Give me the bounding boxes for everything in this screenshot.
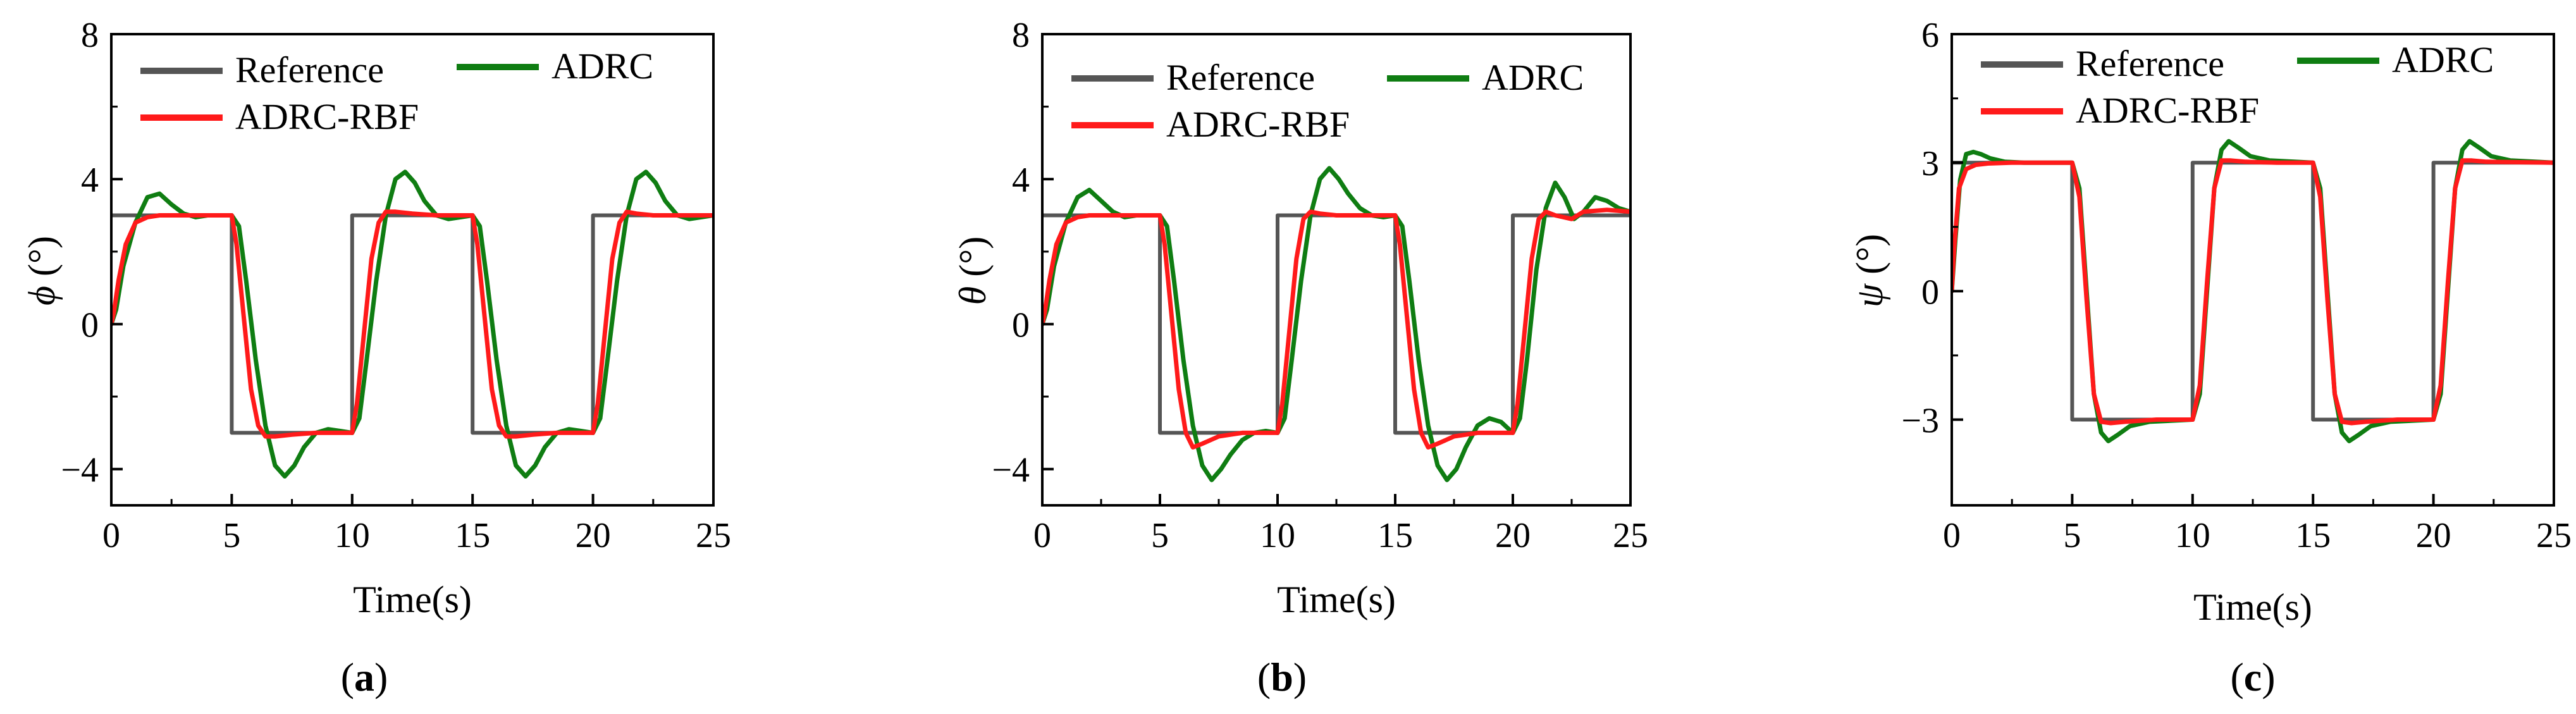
reference-line xyxy=(1042,213,1630,435)
caption-close: ) xyxy=(1293,655,1307,699)
x-tick-label: 25 xyxy=(1613,516,1648,555)
x-tick-label: 15 xyxy=(455,516,490,555)
y-tick-label: 0 xyxy=(81,305,99,345)
x-tick-label: 25 xyxy=(2536,516,2572,555)
series-layer xyxy=(1042,166,1630,483)
series-layer xyxy=(1952,138,2554,443)
y-axis-unit: (°) xyxy=(952,237,994,286)
y-tick-label: 6 xyxy=(1921,16,1939,55)
ticks-layer: 0 5 10 15 20 25 −3 0 3 6 xyxy=(1901,16,2572,555)
caption-close: ) xyxy=(2262,655,2275,699)
caption-letter: a xyxy=(354,655,374,699)
legend: Reference ADRC ADRC-RBF xyxy=(1981,39,2494,131)
y-axis-symbol: ϕ xyxy=(21,286,63,305)
x-axis-label: Time(s) xyxy=(1277,579,1396,620)
x-tick-label: 5 xyxy=(2063,516,2081,555)
panel-caption: (c) xyxy=(2230,655,2275,699)
y-axis-label: ψ (°) xyxy=(1849,234,1890,307)
adrc-rbf-line xyxy=(1042,207,1630,450)
x-tick-label: 15 xyxy=(2295,516,2331,555)
x-tick-label: 0 xyxy=(102,516,120,555)
y-tick-label: −4 xyxy=(992,451,1030,490)
x-tick-label: 10 xyxy=(1260,516,1295,555)
y-tick-label: 0 xyxy=(1921,273,1939,312)
caption-open: ( xyxy=(1257,655,1271,699)
y-tick-label: 3 xyxy=(1921,144,1939,183)
legend-reference-label: Reference xyxy=(2076,43,2224,84)
x-axis-label: Time(s) xyxy=(2193,586,2312,628)
panel-caption: (a) xyxy=(341,655,388,699)
caption-open: ( xyxy=(2230,655,2243,699)
x-tick-label: 25 xyxy=(696,516,731,555)
adrc-line xyxy=(1952,138,2554,443)
y-tick-label: 4 xyxy=(81,161,99,200)
y-axis-label: θ (°) xyxy=(952,237,994,305)
x-tick-label: 20 xyxy=(576,516,611,555)
legend-adrc-label: ADRC xyxy=(2392,39,2494,80)
legend-adrc-rbf-label: ADRC-RBF xyxy=(235,96,419,137)
x-tick-label: 5 xyxy=(1151,516,1169,555)
series-layer xyxy=(111,169,713,479)
legend-adrc-rbf-label: ADRC-RBF xyxy=(1166,104,1350,145)
x-tick-label: 5 xyxy=(223,516,240,555)
y-axis-label: ϕ (°) xyxy=(21,236,63,305)
y-tick-label: −3 xyxy=(1901,402,1939,441)
legend: Reference ADRC ADRC-RBF xyxy=(1071,57,1584,145)
caption-close: ) xyxy=(374,655,388,699)
y-axis-symbol: θ xyxy=(952,286,994,305)
legend-adrc-rbf-label: ADRC-RBF xyxy=(2076,90,2259,131)
caption-letter: c xyxy=(2244,655,2262,699)
x-tick-label: 15 xyxy=(1377,516,1413,555)
x-tick-label: 0 xyxy=(1033,516,1051,555)
x-tick-label: 20 xyxy=(1495,516,1531,555)
x-tick-label: 10 xyxy=(335,516,370,555)
legend-reference-label: Reference xyxy=(235,49,384,90)
y-axis-unit: (°) xyxy=(1849,234,1890,284)
adrc-rbf-line xyxy=(1952,158,2554,426)
legend: Reference ADRC ADRC-RBF xyxy=(140,46,653,137)
y-tick-label: 4 xyxy=(1012,161,1030,200)
y-axis-unit: (°) xyxy=(21,236,63,286)
y-axis-symbol: ψ xyxy=(1849,283,1890,307)
legend-adrc-label: ADRC xyxy=(552,46,653,87)
y-tick-label: 0 xyxy=(1012,305,1030,345)
x-tick-label: 10 xyxy=(2175,516,2210,555)
y-tick-label: 8 xyxy=(1012,16,1030,55)
panel-caption: (b) xyxy=(1257,655,1307,699)
x-tick-label: 20 xyxy=(2416,516,2451,555)
y-tick-label: 8 xyxy=(81,16,99,55)
y-tick-label: −4 xyxy=(61,451,99,490)
caption-letter: b xyxy=(1271,655,1293,699)
x-axis-label: Time(s) xyxy=(353,579,472,620)
legend-adrc-label: ADRC xyxy=(1482,57,1584,98)
x-tick-label: 0 xyxy=(1943,516,1961,555)
caption-open: ( xyxy=(341,655,354,699)
legend-reference-label: Reference xyxy=(1166,57,1315,98)
adrc-rbf-line xyxy=(111,209,713,439)
reference-line xyxy=(1952,161,2554,422)
